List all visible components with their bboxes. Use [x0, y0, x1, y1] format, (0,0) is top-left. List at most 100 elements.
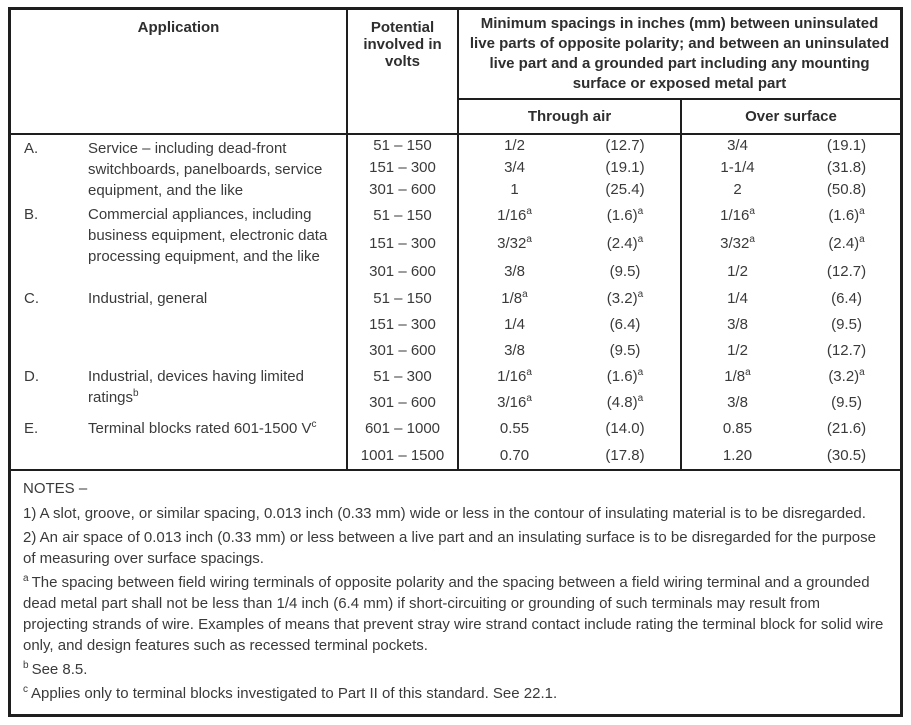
through-air-mm-cell: (12.7) [570, 134, 682, 157]
through-air-mm-cell: (9.5) [570, 257, 682, 285]
volts-cell: 51 – 300 [347, 363, 459, 389]
application-cell-b: B. Commercial appliances, including busin… [11, 201, 348, 285]
table-row: 301 – 600 3/16a (4.8)a 3/8 (9.5) [11, 389, 900, 415]
group-description: Service – including dead-front switchboa… [88, 140, 323, 199]
table-row: B. Commercial appliances, including busin… [11, 201, 900, 285]
through-air-mm-cell: (3.2)a [570, 285, 682, 311]
over-surface-inches-cell: 1-1/4 [720, 158, 755, 176]
over-surface-inches-cell: 1/2 [727, 262, 748, 280]
application-header: Application [11, 10, 348, 135]
over-surface-mm-cell: (21.6) [826, 420, 867, 437]
spacings-table: Application Potential involved in volts … [11, 10, 900, 469]
volts-cell: 51 – 150 [347, 285, 459, 311]
over-surface-mm-cell: (30.5) [826, 447, 867, 464]
over-surface-mm-cell: (12.7) [826, 262, 867, 280]
note-item-1: 1) A slot, groove, or similar spacing, 0… [23, 505, 866, 522]
through-air-inches-cell: 3/16a [497, 392, 532, 411]
group-description: Industrial, general [88, 290, 208, 307]
through-air-mm-cell: (19.1) [570, 156, 682, 179]
volts-cell: 1001 – 1500 [347, 442, 459, 469]
over-surface-inches-cell: 3/32a [720, 233, 755, 252]
group-description: Industrial, devices having limited ratin… [88, 368, 304, 406]
application-cell-c: C. Industrial, general [11, 285, 348, 363]
through-air-header: Through air [458, 99, 682, 135]
over-surface-inches-cell: 3/8 [727, 393, 748, 411]
through-air-inches-cell: 3/4 [504, 158, 525, 176]
group-letter: A. [24, 140, 39, 157]
table-row: 151 – 300 1/4 (6.4) 3/8 (9.5) [11, 311, 900, 337]
over-surface-inches-cell: 1/2 [727, 341, 748, 359]
table-row: 151 – 300 3/4 (19.1) 1-1/4 (31.8) [11, 156, 900, 179]
through-air-inches-cell: 1/2 [504, 137, 525, 155]
table-row: C. Industrial, general 51 – 150 1/8a (3.2… [11, 285, 900, 363]
over-surface-inches-cell: 1/8a [724, 366, 751, 385]
application-cell-e: E. Terminal blocks rated 601-1500 Vc [11, 415, 348, 469]
volts-cell: 151 – 300 [347, 156, 459, 179]
volts-cell: 151 – 300 [347, 311, 459, 337]
volts-cell: 301 – 600 [347, 257, 459, 285]
over-surface-mm-cell: (9.5) [831, 315, 862, 333]
through-air-mm-cell: (25.4) [570, 178, 682, 201]
table-row: E. Terminal blocks rated 601-1500 Vc 601 … [11, 415, 900, 469]
note-item-a: a The spacing between field wiring termin… [23, 573, 884, 655]
note-item-b: b See 8.5. [23, 660, 88, 679]
through-air-mm-cell: (4.8)a [570, 389, 682, 415]
over-surface-mm-cell: (19.1) [826, 137, 867, 155]
over-surface-header: Over surface [681, 99, 900, 135]
through-air-mm-cell: (1.6)a [570, 201, 682, 229]
note-item-2: 2) An air space of 0.013 inch (0.33 mm) … [23, 529, 876, 567]
group-letter: E. [24, 420, 39, 437]
through-air-inches-cell: 1/16a [497, 366, 532, 385]
over-surface-mm-cell: (31.8) [826, 158, 867, 176]
group-letter: B. [24, 206, 39, 223]
through-air-mm-cell: (9.5) [570, 337, 682, 363]
potential-header: Potential involved in volts [347, 10, 459, 135]
over-surface-inches-cell: 0.85 [722, 420, 753, 437]
group-description: Commercial appliances, including busines… [88, 206, 328, 265]
through-air-mm-cell: (6.4) [570, 311, 682, 337]
volts-cell: 301 – 600 [347, 337, 459, 363]
through-air-inches-cell: 1/8a [501, 288, 528, 307]
notes-section: NOTES – 1) A slot, groove, or similar sp… [11, 469, 900, 704]
table-row: 151 – 300 3/32a (2.4)a 3/32a (2.4)a [11, 229, 900, 257]
over-surface-mm-cell: (12.7) [826, 341, 867, 359]
over-surface-mm-cell: (6.4) [831, 289, 862, 307]
over-surface-inches-cell: 1/4 [727, 289, 748, 307]
through-air-mm-cell: (14.0) [570, 415, 682, 442]
table-row: 301 – 600 3/8 (9.5) 1/2 (12.7) [11, 257, 900, 285]
over-surface-inches-cell: 3/4 [727, 137, 748, 155]
over-surface-mm-cell: (50.8) [826, 181, 867, 199]
volts-cell: 151 – 300 [347, 229, 459, 257]
over-surface-mm-cell: (3.2)a [828, 366, 865, 385]
table-row: D. Industrial, devices having limited rat… [11, 363, 900, 415]
through-air-inches-cell: 3/8 [504, 262, 525, 280]
over-surface-inches-cell: 3/8 [727, 315, 748, 333]
over-surface-mm-cell: (1.6)a [828, 205, 865, 224]
through-air-inches-cell: 1 [510, 181, 519, 199]
through-air-inches-cell: 0.70 [499, 447, 530, 464]
table-row: 301 – 600 3/8 (9.5) 1/2 (12.7) [11, 337, 900, 363]
through-air-inches-cell: 3/32a [497, 233, 532, 252]
over-surface-inches-cell: 1/16a [720, 205, 755, 224]
document-table-frame: Application Potential involved in volts … [8, 7, 903, 717]
spacings-header: Minimum spacings in inches (mm) between … [458, 10, 900, 100]
group-letter: D. [24, 368, 39, 385]
application-cell-a: A. Service – including dead-front switchb… [11, 134, 348, 201]
volts-cell: 301 – 600 [347, 178, 459, 201]
through-air-inches-cell: 1/4 [504, 315, 525, 333]
through-air-inches-cell: 0.55 [499, 420, 530, 437]
over-surface-inches-cell: 1.20 [722, 447, 753, 464]
volts-cell: 51 – 150 [347, 134, 459, 157]
volts-cell: 301 – 600 [347, 389, 459, 415]
table-row: A. Service – including dead-front switchb… [11, 134, 900, 201]
through-air-inches-cell: 3/8 [504, 341, 525, 359]
application-cell-d: D. Industrial, devices having limited rat… [11, 363, 348, 415]
through-air-mm-cell: (1.6)a [570, 363, 682, 389]
note-item-c: c Applies only to terminal blocks investi… [23, 684, 558, 703]
over-surface-mm-cell: (9.5) [831, 393, 862, 411]
over-surface-inches-cell: 2 [733, 181, 742, 199]
group-letter: C. [24, 290, 39, 307]
volts-cell: 51 – 150 [347, 201, 459, 229]
group-description: Terminal blocks rated 601-1500 Vc [88, 419, 317, 438]
notes-title: NOTES – [23, 480, 88, 497]
